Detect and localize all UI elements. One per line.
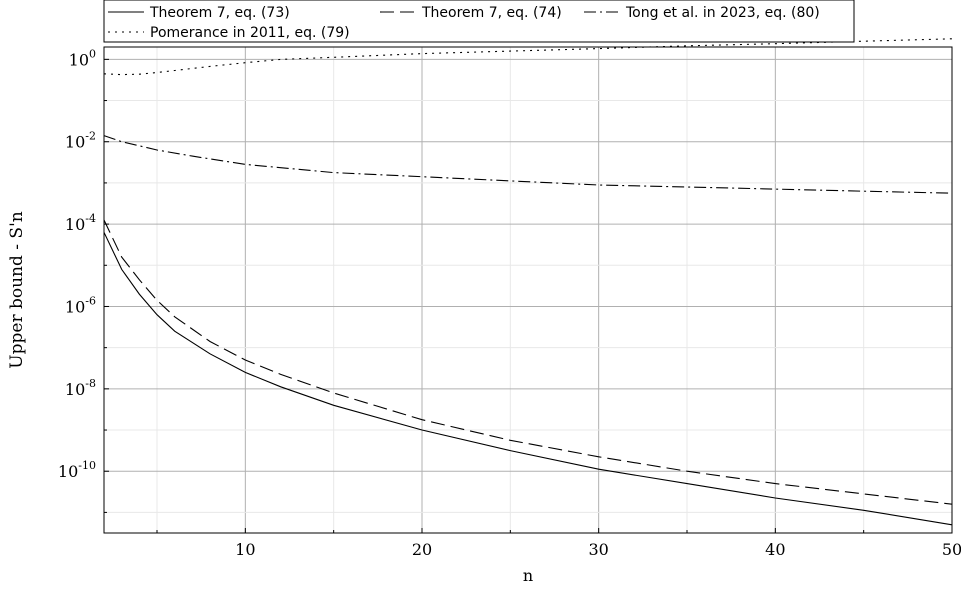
series-line-3 [103, 135, 953, 194]
series-line-1 [103, 232, 953, 526]
y-tick-base: 10 [65, 215, 85, 234]
x-tick-label: 30 [588, 540, 608, 559]
y-tick-exponent: -10 [78, 459, 96, 472]
legend-label-4: Pomerance in 2011, eq. (79) [150, 25, 350, 41]
legend-box [103, 0, 855, 43]
y-tick-exponent: -4 [85, 212, 96, 225]
series-line-4 [103, 38, 953, 76]
y-tick-exponent: -8 [85, 377, 96, 390]
x-tick-label: 50 [942, 540, 961, 559]
x-tick-label: 10 [235, 540, 255, 559]
y-tick-exponent: -6 [85, 294, 96, 307]
y-tick-label: 10-4 [65, 212, 96, 234]
series-line-2 [103, 219, 953, 505]
y-axis-label: Upper bound - S'n [7, 211, 27, 368]
legend-label-3: Tong et al. in 2023, eq. (80) [625, 5, 820, 21]
y-tick-label: 10-2 [65, 130, 96, 152]
plot-frame [103, 46, 953, 534]
y-tick-base: 10 [65, 297, 85, 316]
y-tick-base: 10 [65, 380, 85, 399]
y-tick-exponent: -2 [85, 130, 96, 143]
series-layer [103, 38, 953, 526]
y-tick-base: 10 [69, 50, 89, 69]
grid [104, 47, 952, 533]
legend-label-2: Theorem 7, eq. (74) [421, 5, 562, 21]
y-tick-label: 10-10 [58, 459, 96, 481]
x-tick-label: 20 [412, 540, 432, 559]
x-tick-label: 40 [765, 540, 785, 559]
x-axis-label: n [523, 566, 533, 585]
y-tick-exponent: 0 [89, 47, 96, 60]
legend: Theorem 7, eq. (73) Theorem 7, eq. (74) To… [103, 0, 855, 43]
legend-label-1: Theorem 7, eq. (73) [149, 5, 290, 21]
y-tick-base: 10 [58, 462, 78, 481]
y-tick-label: 100 [69, 47, 96, 69]
y-tick-label: 10-6 [65, 294, 96, 316]
y-tick-label: 10-8 [65, 377, 96, 399]
y-tick-base: 10 [65, 133, 85, 152]
